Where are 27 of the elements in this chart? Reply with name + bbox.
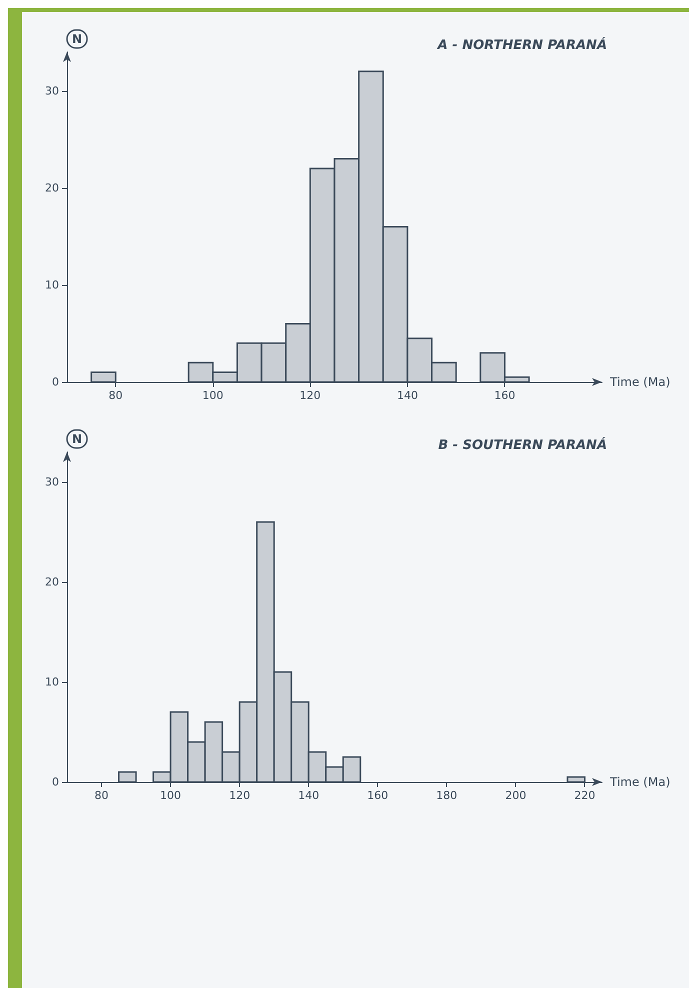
x-axis-title: Time (Ma) [609,775,670,789]
y-axis-title: N [72,32,82,46]
y-tick-label: 0 [52,376,59,388]
x-tick-label: 80 [108,389,123,402]
x-tick-label: 120 [300,389,321,402]
x-tick-label: 100 [160,789,182,802]
y-tick-label: 30 [45,84,59,98]
y-tick-label: 20 [45,181,59,194]
chart-title: A - NORTHERN PARANÁ [436,36,608,53]
y-tick-label: 10 [45,676,59,688]
y-tick-label: 30 [45,476,59,488]
x-tick-label: 140 [396,389,418,402]
y-tick-label: 20 [45,576,59,588]
x-tick-label: 120 [229,789,250,802]
x-tick-label: 200 [505,789,526,802]
x-tick-label: 80 [94,789,109,802]
x-tick-label: 160 [367,789,388,802]
chart-title: B - SOUTHERN PARANÁ [438,436,608,453]
x-tick-label: 140 [298,789,320,802]
x-tick-label: 160 [494,389,516,402]
x-tick-label: 100 [202,389,224,402]
y-tick-label: 0 [52,776,59,788]
y-tick-label: 10 [45,278,59,292]
x-tick-label: 220 [574,789,596,802]
x-axis-title: Time (Ma) [609,375,670,389]
x-tick-label: 180 [436,789,458,802]
y-axis-title: N [72,432,82,446]
